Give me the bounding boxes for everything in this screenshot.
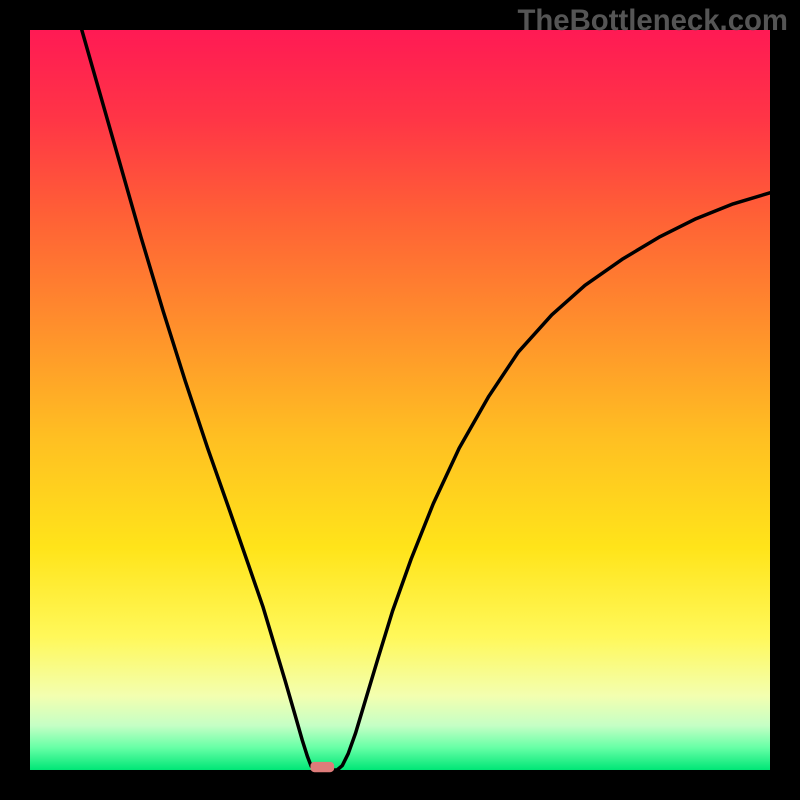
- chart-background-gradient: [30, 30, 770, 770]
- bottleneck-curve-chart: [0, 0, 800, 800]
- chart-container: TheBottleneck.com: [0, 0, 800, 800]
- optimal-point-marker: [310, 762, 334, 772]
- watermark-text: TheBottleneck.com: [517, 4, 788, 38]
